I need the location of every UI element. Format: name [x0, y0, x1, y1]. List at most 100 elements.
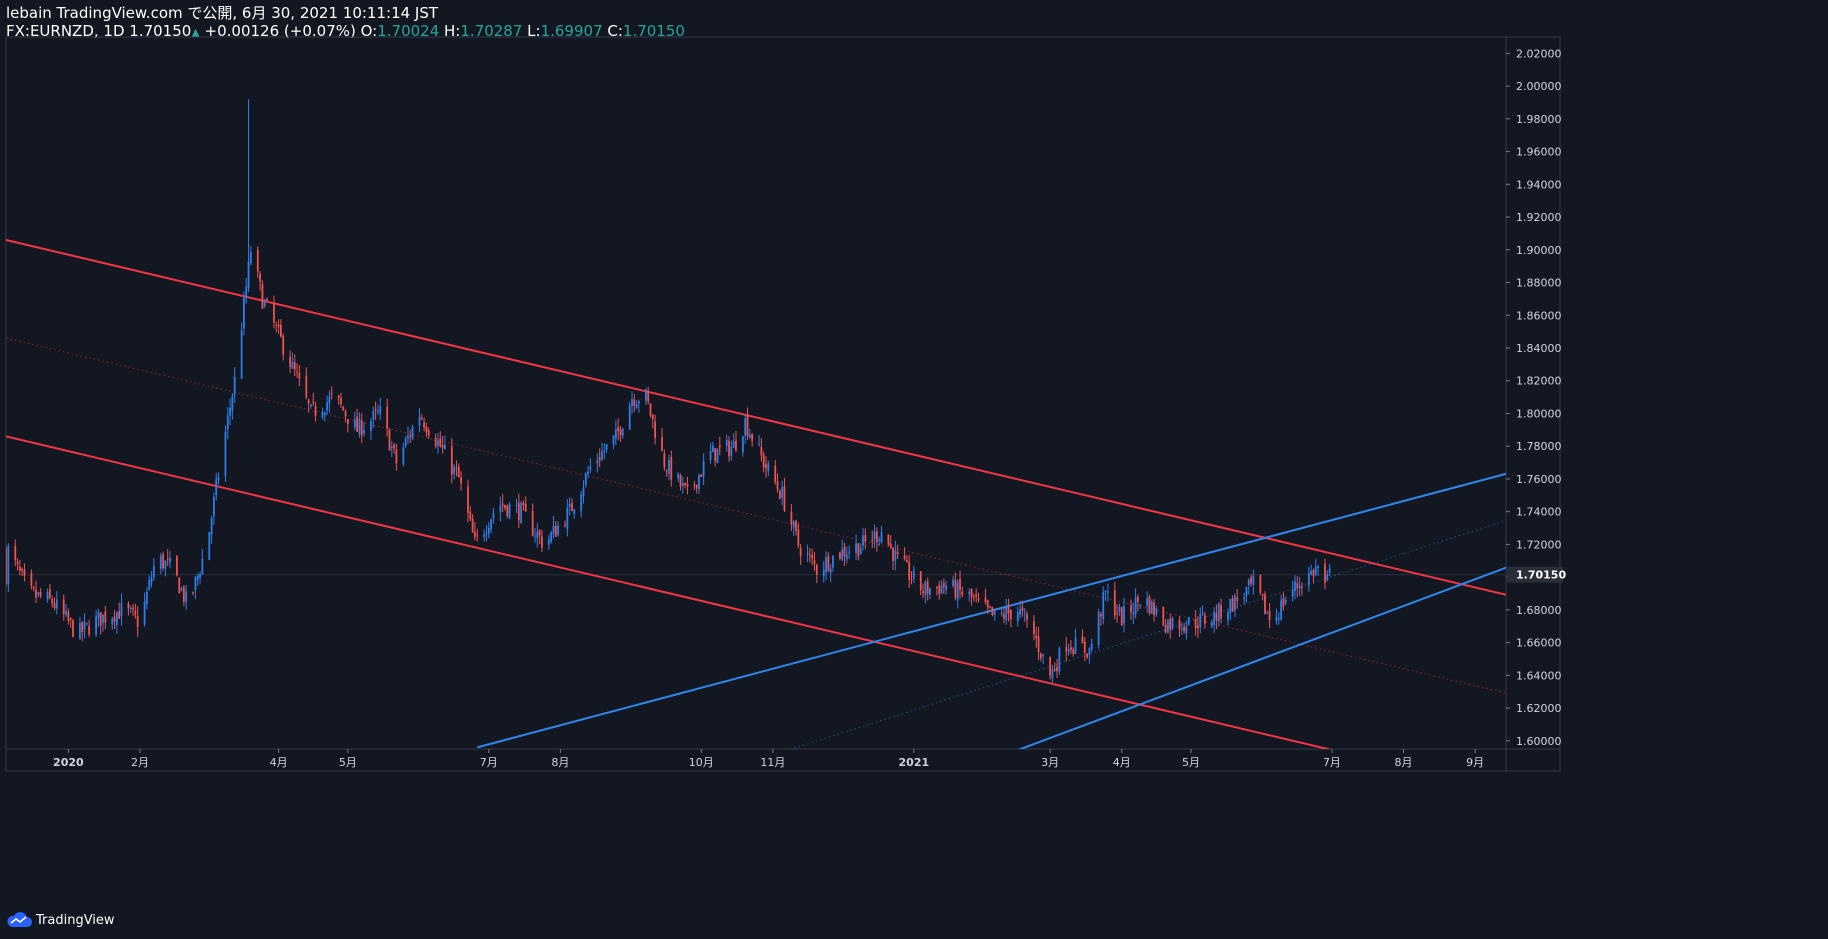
candle[interactable]: [390, 440, 393, 457]
candle[interactable]: [774, 460, 777, 485]
candle[interactable]: [919, 571, 922, 596]
candle[interactable]: [1236, 589, 1239, 609]
candle[interactable]: [534, 527, 536, 543]
candle[interactable]: [386, 398, 389, 437]
candle[interactable]: [693, 480, 696, 491]
candle[interactable]: [714, 447, 717, 467]
candle[interactable]: [716, 448, 719, 464]
candle[interactable]: [564, 520, 566, 528]
candle[interactable]: [508, 501, 511, 520]
candle[interactable]: [266, 297, 268, 302]
candle[interactable]: [1275, 608, 1278, 625]
candle[interactable]: [605, 444, 608, 453]
trend-lines[interactable]: [6, 238, 1542, 939]
candle[interactable]: [1065, 636, 1068, 662]
candle[interactable]: [240, 322, 243, 380]
candle[interactable]: [356, 408, 359, 432]
candle[interactable]: [845, 546, 848, 564]
candle[interactable]: [942, 578, 945, 595]
candle[interactable]: [795, 519, 797, 536]
candle[interactable]: [169, 550, 171, 569]
candle[interactable]: [1194, 609, 1197, 636]
candle[interactable]: [1086, 653, 1088, 660]
candle[interactable]: [346, 419, 349, 433]
candle[interactable]: [1021, 600, 1024, 617]
candle[interactable]: [30, 569, 33, 590]
tradingview-cloud-icon[interactable]: [6, 912, 32, 928]
candle[interactable]: [1227, 608, 1229, 626]
candle[interactable]: [150, 570, 153, 588]
candle[interactable]: [305, 367, 308, 400]
candle[interactable]: [1049, 656, 1052, 680]
candle[interactable]: [1178, 616, 1181, 637]
candle[interactable]: [499, 496, 502, 522]
candle[interactable]: [1033, 614, 1035, 641]
candle[interactable]: [379, 398, 382, 421]
candle[interactable]: [1264, 591, 1266, 615]
candle[interactable]: [762, 451, 765, 473]
candle[interactable]: [23, 563, 26, 582]
candle[interactable]: [1019, 600, 1021, 619]
candle[interactable]: [506, 504, 509, 519]
candle[interactable]: [1243, 592, 1246, 605]
candle[interactable]: [677, 472, 680, 483]
candle[interactable]: [767, 460, 770, 477]
candle[interactable]: [1217, 602, 1220, 627]
candle[interactable]: [330, 386, 333, 400]
candle[interactable]: [420, 413, 423, 421]
candle[interactable]: [1130, 599, 1132, 620]
candle[interactable]: [1137, 594, 1139, 612]
candle[interactable]: [363, 421, 365, 437]
candle[interactable]: [748, 428, 751, 439]
candle[interactable]: [213, 492, 215, 525]
candle[interactable]: [1197, 616, 1199, 638]
candle[interactable]: [554, 521, 557, 537]
candles[interactable]: [5, 99, 1331, 683]
candle[interactable]: [790, 504, 793, 531]
candle[interactable]: [5, 545, 7, 587]
candle[interactable]: [372, 406, 375, 429]
candle[interactable]: [1104, 590, 1107, 601]
candle[interactable]: [929, 587, 931, 599]
candle[interactable]: [776, 473, 779, 493]
candle[interactable]: [37, 591, 40, 598]
candle[interactable]: [566, 499, 569, 537]
candle[interactable]: [402, 442, 405, 467]
candle[interactable]: [695, 484, 698, 494]
candle[interactable]: [307, 398, 310, 413]
candle[interactable]: [231, 393, 234, 420]
candle[interactable]: [1037, 626, 1040, 661]
candle[interactable]: [698, 473, 700, 495]
candle[interactable]: [120, 593, 123, 626]
candle[interactable]: [684, 482, 687, 489]
candle[interactable]: [536, 522, 539, 548]
candle[interactable]: [520, 500, 523, 524]
candle[interactable]: [797, 522, 800, 549]
candle[interactable]: [118, 602, 121, 620]
candle[interactable]: [1268, 603, 1271, 629]
candle[interactable]: [32, 585, 35, 592]
candle[interactable]: [455, 460, 458, 477]
candle[interactable]: [1083, 637, 1086, 662]
candle[interactable]: [875, 527, 878, 552]
candle[interactable]: [728, 436, 730, 462]
candle[interactable]: [603, 443, 606, 460]
candle[interactable]: [162, 551, 164, 571]
candle[interactable]: [922, 583, 924, 599]
candle[interactable]: [924, 579, 927, 604]
candle[interactable]: [892, 546, 894, 570]
candle[interactable]: [813, 551, 816, 572]
candle[interactable]: [460, 471, 462, 491]
candle[interactable]: [938, 580, 941, 600]
candle[interactable]: [681, 476, 684, 494]
candle[interactable]: [1139, 603, 1142, 609]
candle[interactable]: [409, 429, 412, 443]
candle[interactable]: [79, 616, 81, 641]
candle[interactable]: [1039, 652, 1042, 662]
candle[interactable]: [1326, 570, 1329, 582]
candle[interactable]: [111, 616, 114, 630]
candle[interactable]: [1294, 575, 1296, 600]
candle[interactable]: [176, 555, 178, 577]
candle[interactable]: [1291, 580, 1294, 602]
candle[interactable]: [612, 435, 615, 450]
